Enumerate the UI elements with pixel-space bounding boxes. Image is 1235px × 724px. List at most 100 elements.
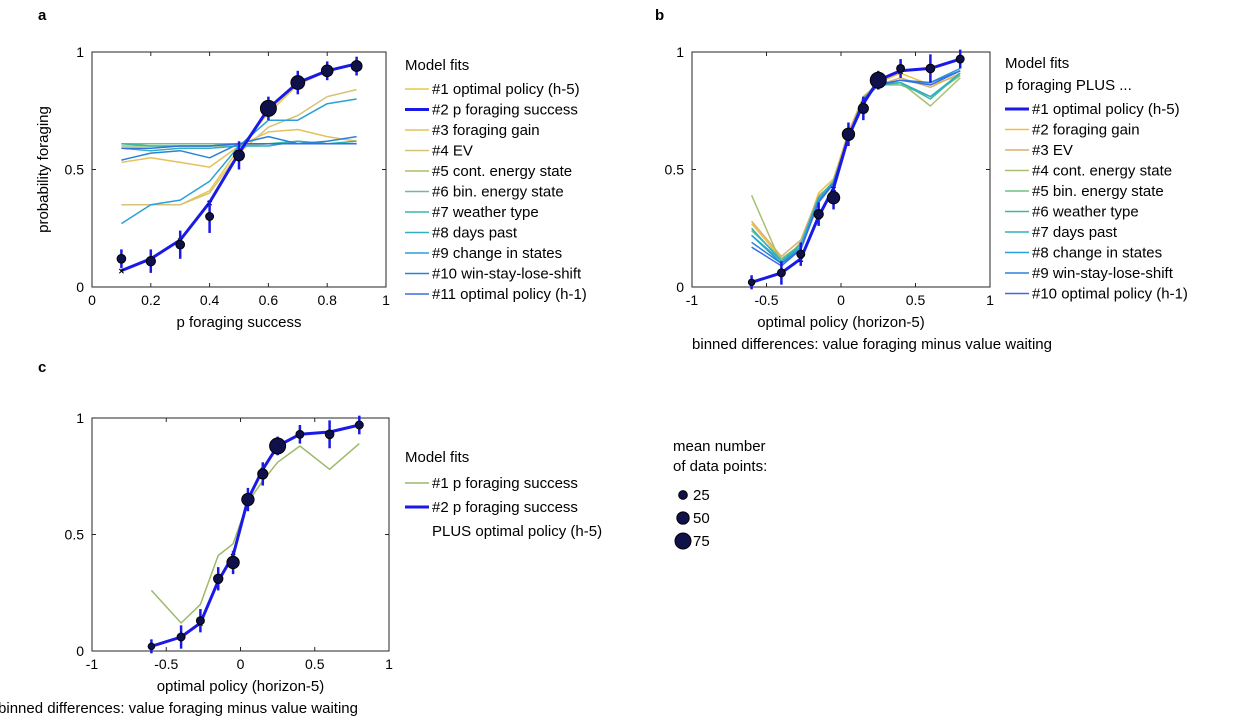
y-tick-label: 0 — [676, 279, 684, 295]
data-point — [869, 71, 887, 89]
x-axis-sublabel: binned differences: value foraging minus… — [692, 336, 1052, 353]
legend-entry: #1 p foraging success — [432, 475, 578, 492]
legend-entry: #9 win-stay-lose-shift — [1032, 265, 1174, 282]
legend-entry: #5 cont. energy state — [432, 163, 572, 180]
x-tick-label: 0.8 — [317, 292, 337, 308]
panel-b: b -1 -0.5 0 0.5 1 0 0.5 1 optimal policy (horizon… — [655, 7, 1188, 353]
series-line-2 — [150, 423, 360, 648]
legend-entry: #5 bin. energy state — [1032, 183, 1164, 200]
legend-title: Model fits — [405, 57, 469, 74]
legend-entry: #7 weather type — [432, 204, 539, 221]
size-legend: mean number of data points: 25 50 75 — [673, 438, 767, 550]
legend-entry: #3 EV — [1032, 142, 1073, 159]
y-tick-label: 1 — [76, 44, 84, 60]
data-point — [233, 149, 245, 162]
y-tick-label: 1 — [676, 44, 684, 60]
data-point — [290, 75, 306, 90]
x-axis-label: optimal policy (horizon-5) — [757, 314, 925, 331]
data-point — [257, 468, 269, 480]
series-line-1 — [121, 63, 357, 206]
data-point — [813, 208, 824, 220]
data-point — [350, 60, 363, 73]
legend-entry: #1 optimal policy (h-5) — [1032, 101, 1180, 118]
data-point — [776, 268, 786, 278]
size-legend-marker — [678, 490, 688, 500]
size-legend-label: 75 — [693, 533, 710, 550]
size-legend-label: 25 — [693, 487, 710, 504]
size-legend-title-2: of data points: — [673, 458, 767, 475]
legend-entry: #6 bin. energy state — [432, 184, 564, 201]
series-line-10 — [751, 70, 961, 267]
data-point — [195, 616, 205, 626]
x-tick-label: 0.2 — [141, 292, 161, 308]
legend-entry: #3 foraging gain — [432, 122, 540, 139]
x-tick-label: 0 — [88, 292, 96, 308]
data-point — [295, 429, 305, 439]
legend-entry: #6 weather type — [1032, 204, 1139, 221]
legend-subtitle: p foraging PLUS ... — [1005, 77, 1132, 94]
legend-entry: #8 change in states — [1032, 245, 1162, 262]
panel-a: a 0 0.2 0.4 0.6 0.8 1 0 0.5 1 p foraging success pr… — [35, 7, 587, 331]
legend-entry: #11 optimal policy (h-1) — [432, 286, 587, 303]
data-point — [955, 54, 965, 64]
data-point — [145, 255, 157, 267]
x-axis-sublabel: binned differences: value foraging minus… — [0, 700, 358, 717]
legend-entry: #4 cont. energy state — [1032, 163, 1172, 180]
data-point — [896, 63, 906, 73]
series-line-6 — [751, 72, 961, 262]
panel-letter-a: a — [38, 7, 47, 24]
data-point — [324, 429, 335, 440]
series-marker: × — [118, 267, 124, 278]
x-tick-label: -0.5 — [754, 292, 778, 308]
panel-letter-c: c — [38, 359, 46, 376]
y-tick-label: 0.5 — [65, 162, 85, 178]
data-point — [925, 63, 936, 74]
x-tick-label: 1 — [382, 292, 390, 308]
axes-box — [91, 417, 390, 652]
series-line-9 — [751, 70, 961, 265]
legend-entry: #2 foraging gain — [1032, 122, 1140, 139]
x-tick-label: -1 — [86, 656, 99, 672]
x-tick-label: 0.6 — [259, 292, 279, 308]
x-tick-label: 0.4 — [200, 292, 220, 308]
series-line-5 — [751, 74, 961, 260]
panel-letter-b: b — [655, 7, 664, 24]
x-tick-label: 0 — [237, 656, 245, 672]
size-legend-title: mean number — [673, 438, 766, 455]
data-point — [320, 64, 334, 78]
size-legend-marker — [674, 532, 692, 550]
y-axis-label: probability foraging — [35, 106, 52, 233]
series-line-2 — [751, 72, 961, 260]
x-axis-label: optimal policy (horizon-5) — [157, 678, 325, 695]
data-point — [205, 212, 215, 221]
x-tick-label: 1 — [385, 656, 393, 672]
legend-entry: #7 days past — [1032, 224, 1118, 241]
x-tick-label: 0 — [837, 292, 845, 308]
data-point — [841, 127, 856, 141]
legend-entry: #8 days past — [432, 225, 518, 242]
legend-entry: #1 optimal policy (h-5) — [432, 81, 580, 98]
legend-entry: #10 optimal policy (h-1) — [1032, 286, 1188, 303]
data-point — [175, 239, 186, 250]
legend-title: Model fits — [1005, 55, 1069, 72]
x-tick-label: 0.5 — [305, 656, 325, 672]
data-point — [241, 492, 255, 507]
series-line-1 — [150, 443, 360, 624]
legend-entry: #4 EV — [432, 143, 473, 160]
series-line-4 — [750, 77, 961, 265]
data-point — [796, 249, 806, 259]
data-point — [857, 102, 869, 114]
legend-title: Model fits — [405, 449, 469, 466]
x-tick-label: -0.5 — [154, 656, 178, 672]
y-tick-label: 0 — [76, 279, 84, 295]
series-line-3 — [751, 72, 961, 258]
data-point — [116, 253, 127, 264]
data-point — [269, 437, 287, 455]
data-point — [747, 278, 756, 287]
legend-entry: #9 change in states — [432, 245, 562, 262]
axes-box — [691, 51, 991, 288]
data-point — [226, 555, 240, 570]
data-point — [147, 642, 156, 651]
data-point — [354, 420, 364, 430]
